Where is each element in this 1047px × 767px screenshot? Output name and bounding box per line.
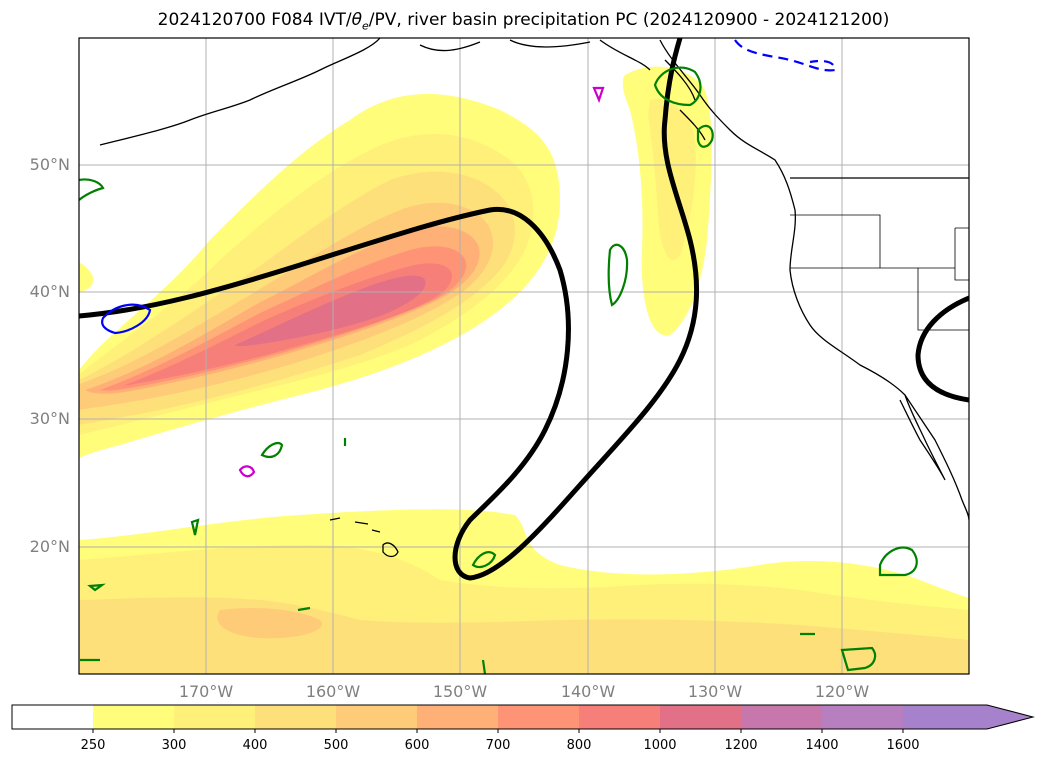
- map-title: 2024120700 F084 IVT/θe/PV, river basin p…: [157, 10, 890, 33]
- theta-contour-green-mid: [607, 243, 629, 307]
- colorbar-bin-1: [93, 705, 174, 729]
- coastline-baja: [899, 394, 946, 481]
- colorbar-label-800: 800: [566, 738, 592, 753]
- colorbar-label-1400: 1400: [805, 738, 839, 753]
- coastline-islands-bc: [664, 59, 706, 141]
- colorbar-bin-2: [174, 705, 255, 729]
- lon-label-170w: 170°W: [178, 682, 234, 701]
- colorbar-bin-11: [903, 705, 987, 729]
- map-frame: [78, 37, 970, 675]
- border-us-states: [790, 214, 969, 331]
- lat-label-50n: 50°N: [29, 155, 70, 174]
- lon-label-120w: 120°W: [814, 682, 870, 701]
- lon-label-160w: 160°W: [305, 682, 361, 701]
- colorbar-bin-0: [12, 705, 93, 729]
- lon-label-140w: 140°W: [560, 682, 616, 701]
- lon-label-130w: 130°W: [687, 682, 743, 701]
- colorbar-ticks: [92, 729, 904, 733]
- coastline-hawaii: [329, 517, 399, 558]
- ivt-band-250-west-edge: [79, 262, 94, 292]
- colorbar-label-300: 300: [161, 738, 187, 753]
- map-panel: [79, 38, 969, 674]
- colorbar-bin-9: [741, 705, 822, 729]
- theta-contours: [79, 39, 918, 674]
- theta-contour-green-bc: [653, 66, 714, 148]
- pv-contour-trough: [79, 38, 700, 581]
- ivt-plume-south: [79, 262, 969, 674]
- lon-label-150w: 150°W: [432, 682, 488, 701]
- coastline-bc-pnw: [659, 39, 969, 521]
- theta-contour-blue-dashed: [734, 39, 837, 72]
- colorbar-bin-7: [579, 705, 660, 729]
- colorbar-bin-10: [822, 705, 903, 729]
- lat-label-30n: 30°N: [29, 409, 70, 428]
- pv-contour-coastal-low: [915, 295, 969, 403]
- colorbar-label-1200: 1200: [724, 738, 758, 753]
- lat-label-40n: 40°N: [29, 282, 70, 301]
- theta-contour-magenta: [238, 86, 605, 478]
- colorbar-label-500: 500: [323, 738, 349, 753]
- colorbar-label-1600: 1600: [886, 738, 920, 753]
- ivt-south-band-500: [217, 608, 322, 639]
- colorbar-bin-5: [417, 705, 498, 729]
- lat-label-20n: 20°N: [29, 537, 70, 556]
- coastlines: [99, 38, 969, 558]
- colorbar-outline: [11, 704, 1035, 730]
- theta-contour-green-small-2: [471, 551, 497, 569]
- colorbar-bin-6: [498, 705, 579, 729]
- colorbar-label-1000: 1000: [643, 738, 677, 753]
- theta-contour-green-tiny: [80, 438, 815, 674]
- colorbar-bin-4: [336, 705, 417, 729]
- colorbar-bin-8: [660, 705, 741, 729]
- theta-contour-green-southeast: [840, 646, 877, 672]
- pv-contours: [79, 38, 969, 581]
- colorbar: [11, 704, 1035, 733]
- ivt-plume-north: [79, 93, 560, 459]
- colorbar-label-600: 600: [404, 738, 430, 753]
- ivt-band-1000: [235, 275, 426, 347]
- theta-contour-green-east: [878, 546, 918, 577]
- theta-contour-green-west: [79, 178, 105, 201]
- colorbar-label-700: 700: [485, 738, 511, 753]
- colorbar-extend-arrow: [987, 705, 1033, 729]
- colorbar-bin-3: [255, 705, 336, 729]
- colorbar-label-250: 250: [80, 738, 106, 753]
- coastline-alaska: [99, 38, 651, 146]
- theta-contour-blue-loop: [101, 303, 152, 335]
- theta-contour-green-small-1: [260, 441, 284, 459]
- colorbar-label-400: 400: [242, 738, 268, 753]
